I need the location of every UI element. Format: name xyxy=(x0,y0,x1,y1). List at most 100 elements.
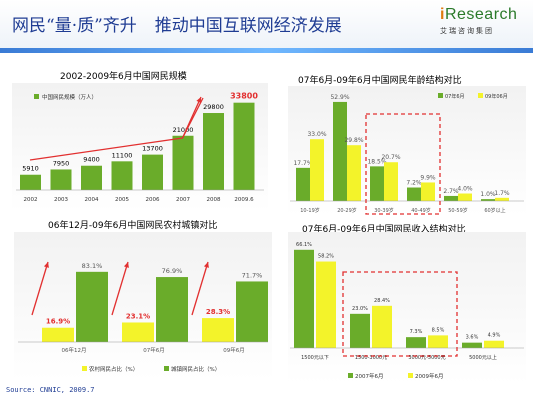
highlight-box-30-49 xyxy=(365,113,441,215)
x-tick-label: 2004 xyxy=(85,197,99,203)
data-label: 11100 xyxy=(112,151,133,159)
slide-title-right: 推动中国互联网经济发展 xyxy=(154,16,342,36)
data-label: 83.1% xyxy=(82,262,103,270)
bar-2009年6月-5000元以上 xyxy=(484,340,504,348)
x-tick-label: 10-19岁 xyxy=(300,207,320,214)
rural-growth-arrow-head xyxy=(123,262,129,268)
legend-label: 2009年6月 xyxy=(415,372,444,380)
rural-growth-arrow xyxy=(111,261,129,316)
x-tick-label: 2009.6 xyxy=(234,197,254,203)
data-label: 29800 xyxy=(203,103,224,111)
iresearch-logo: iResearch 艾瑞咨询集团 xyxy=(440,6,530,42)
bar-2009年6月-1500-3000元 xyxy=(372,305,392,348)
bar-09年06月-10-19岁 xyxy=(310,139,324,201)
x-tick-label: 30-39岁 xyxy=(374,207,394,214)
data-label: 7950 xyxy=(53,159,70,167)
x-tick-label: 20-29岁 xyxy=(337,207,357,214)
legend-label: 07年6月 xyxy=(445,93,465,100)
header-divider xyxy=(0,48,533,53)
rural-growth-arrow-head xyxy=(43,262,49,268)
legend-swatch xyxy=(408,373,413,378)
data-label: 7.2% xyxy=(406,180,422,187)
logo-subtitle: 艾瑞咨询集团 xyxy=(440,27,494,35)
bar-2009.6 xyxy=(233,102,255,190)
rural-growth-arrow xyxy=(191,261,209,316)
data-label: 9400 xyxy=(83,156,100,164)
data-label: 18.5% xyxy=(367,158,386,165)
rural-growth-arrow xyxy=(31,261,49,316)
x-tick-label: 2007 xyxy=(176,197,190,203)
legend-swatch xyxy=(34,94,39,99)
bar-2006 xyxy=(142,154,163,190)
bar-2004 xyxy=(81,165,102,190)
x-tick-label: 2003 xyxy=(54,197,68,203)
data-label: 1.7% xyxy=(494,190,510,197)
bar-2007年6月-1500元以下 xyxy=(294,249,314,348)
x-tick-label: 2008 xyxy=(207,197,221,203)
data-label: 9.9% xyxy=(420,174,436,181)
bar-09年06月-50-59岁 xyxy=(458,193,472,201)
data-label: 52.9% xyxy=(330,94,349,101)
bar-城镇网民占比（%）-06年12月 xyxy=(76,271,108,342)
slide-title-left: 网民“量·质”齐升 xyxy=(12,16,137,36)
data-label: 8.5% xyxy=(432,327,445,333)
chart2-age-structure: 07年6月 09年06月 17.7% 33.0% 10-19岁 52.9% 29.8% 20-… xyxy=(288,86,526,216)
chart1-title: 2002-2009年6月中国网民规模 xyxy=(60,72,187,82)
x-tick-label: 3000元-5000元 xyxy=(408,355,445,361)
x-tick-label: 40-49岁 xyxy=(411,207,431,214)
bar-07年6月-50-59岁 xyxy=(444,195,458,201)
x-tick-label: 60岁以上 xyxy=(484,207,505,214)
chart1-netizen-scale: 中国网民规模（万人） 5910 2002 7950 2003 9400 2004 11100 2… xyxy=(12,83,268,211)
plot-background xyxy=(12,83,268,211)
chart3-rural-urban: 16.9% 83.1% 06年12月 23.1% 76.9% 07年6月 28.3% 71.7… xyxy=(14,232,272,380)
bar-农村网民占比（%）-07年6月 xyxy=(122,322,154,342)
data-label: 29.8% xyxy=(344,137,363,144)
plot-background xyxy=(14,232,272,380)
data-label: 23.1% xyxy=(126,312,150,320)
bar-09年06月-40-49岁 xyxy=(421,182,435,201)
chart3-title: 06年12月-09年6月中国网民农村城镇对比 xyxy=(48,221,218,231)
legend-swatch xyxy=(438,93,443,98)
data-label: 28.4% xyxy=(374,298,390,304)
data-label: 66.1% xyxy=(296,242,312,248)
bar-07年6月-20-29岁 xyxy=(333,101,347,201)
data-label: 28.3% xyxy=(206,308,230,316)
x-tick-label: 50-59岁 xyxy=(448,207,468,214)
bar-09年06月-60岁以上 xyxy=(495,197,509,201)
data-label: 3.6% xyxy=(466,335,479,341)
bar-城镇网民占比（%）-07年6月 xyxy=(156,277,188,342)
chart4-income-structure: 66.1% 58.2% 1500元以下 23.0% 28.4% 1500-3000元 7.3… xyxy=(288,232,526,384)
chart2-title: 07年6月-09年6月中国网民年龄结构对比 xyxy=(298,76,462,86)
logo-prefix: i xyxy=(440,6,445,23)
legend-label: 农村网民占比（%） xyxy=(89,365,138,373)
data-label: 4.0% xyxy=(457,186,473,193)
legend-swatch xyxy=(478,93,483,98)
data-label: 33.0% xyxy=(307,131,326,138)
bar-09年06月-30-39岁 xyxy=(384,162,398,201)
data-label: 20.7% xyxy=(381,154,400,161)
bar-07年6月-10-19岁 xyxy=(296,167,310,201)
data-label: 23.0% xyxy=(352,306,368,312)
legend-swatch xyxy=(164,366,169,371)
bar-2009年6月-3000元-5000元 xyxy=(428,335,448,348)
source-note: Source: CNNIC, 2009.7 xyxy=(6,386,95,394)
chart4-title: 07年6月-09年6月中国网民收入结构对比 xyxy=(302,225,466,235)
x-tick-label: 06年12月 xyxy=(62,346,87,354)
x-tick-label: 1500-3000元 xyxy=(355,355,387,361)
slide-title: 网民“量·质”齐升 推动中国互联网经济发展 xyxy=(12,11,342,36)
bar-2008 xyxy=(203,113,224,190)
bar-2009年6月-1500元以下 xyxy=(316,261,336,348)
bar-2002 xyxy=(20,174,41,190)
data-label: 7.3% xyxy=(410,329,423,335)
data-label: 16.9% xyxy=(46,318,70,326)
bar-2007年6月-5000元以上 xyxy=(462,342,482,348)
legend-swatch xyxy=(82,366,87,371)
bar-2003 xyxy=(50,169,72,190)
data-label: 4.9% xyxy=(488,333,501,339)
logo-brand: Research xyxy=(444,6,518,23)
data-label: 21000 xyxy=(173,126,194,134)
data-label: 13700 xyxy=(142,145,163,153)
legend-label: 2007年6月 xyxy=(355,372,384,380)
data-label: 76.9% xyxy=(162,267,183,275)
growth-trend-arrow xyxy=(181,96,202,139)
